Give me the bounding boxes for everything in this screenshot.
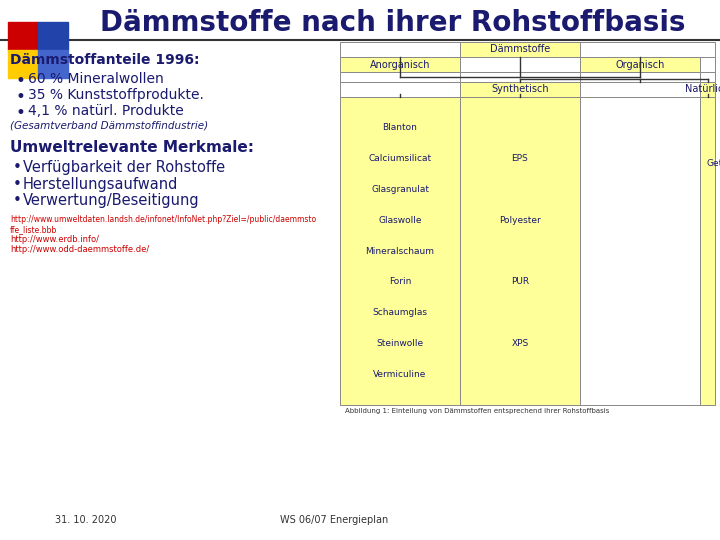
Text: 31. 10. 2020: 31. 10. 2020: [55, 515, 117, 525]
Bar: [580, 97, 700, 405]
Text: Blanton: Blanton: [382, 123, 418, 132]
Text: PUR: PUR: [511, 278, 529, 286]
Text: Glaswolle: Glaswolle: [378, 215, 422, 225]
Text: Mineralschaum: Mineralschaum: [366, 246, 434, 255]
Bar: [340, 97, 460, 405]
Text: 35 % Kunststoffprodukte.: 35 % Kunststoffprodukte.: [28, 88, 204, 102]
Text: •: •: [15, 104, 25, 122]
Bar: [700, 57, 715, 72]
Text: http://www.erdb.info/: http://www.erdb.info/: [10, 235, 99, 244]
Text: Vermiculine: Vermiculine: [373, 370, 427, 379]
Text: Calciumsilicat: Calciumsilicat: [369, 154, 431, 163]
Text: EPS: EPS: [512, 154, 528, 163]
Text: Natürlich: Natürlich: [685, 84, 720, 94]
Text: •: •: [15, 88, 25, 106]
Bar: [340, 57, 460, 72]
Text: XPS: XPS: [511, 339, 528, 348]
Bar: [700, 97, 715, 405]
Text: Verwertung/Beseitigung: Verwertung/Beseitigung: [23, 193, 199, 208]
Text: Dämmstoffe: Dämmstoffe: [490, 44, 550, 55]
Bar: [460, 72, 580, 82]
Text: Herstellungsaufwand: Herstellungsaufwand: [23, 177, 179, 192]
Text: http://www.umweltdaten.landsh.de/infonet/InfoNet.php?Ziel=/public/daemmsto
ffe_l: http://www.umweltdaten.landsh.de/infonet…: [10, 215, 316, 234]
Bar: [460, 42, 580, 57]
Bar: [580, 42, 715, 57]
Text: WS 06/07 Energieplan: WS 06/07 Energieplan: [280, 515, 388, 525]
Bar: [340, 72, 460, 82]
Bar: [580, 57, 700, 72]
Text: Abbildung 1: Einteilung von Dämmstoffen entsprechend ihrer Rohstoffbasis: Abbildung 1: Einteilung von Dämmstoffen …: [345, 408, 609, 414]
Text: Synthetisch: Synthetisch: [491, 84, 549, 94]
Text: Forin: Forin: [389, 278, 411, 286]
Bar: [460, 57, 580, 72]
Bar: [8, 50, 38, 78]
Text: Polyester: Polyester: [499, 215, 541, 225]
Bar: [38, 50, 68, 78]
Text: Schaumglas: Schaumglas: [372, 308, 428, 317]
Text: Umweltrelevante Merkmale:: Umweltrelevante Merkmale:: [10, 140, 254, 155]
Text: Getreidegranulat: Getreidegranulat: [706, 159, 720, 167]
Text: Dämmstoffanteile 1996:: Dämmstoffanteile 1996:: [10, 53, 199, 67]
Bar: [700, 82, 715, 97]
Bar: [580, 72, 700, 82]
Text: Steinwolle: Steinwolle: [377, 339, 423, 348]
Text: http://www.odd-daemmstoffe.de/: http://www.odd-daemmstoffe.de/: [10, 245, 149, 254]
Text: 4,1 % natürl. Produkte: 4,1 % natürl. Produkte: [28, 104, 184, 118]
Bar: [700, 72, 715, 82]
Bar: [8, 22, 38, 50]
Bar: [580, 82, 700, 97]
Text: 60 % Mineralwollen: 60 % Mineralwollen: [28, 72, 163, 86]
Text: •: •: [13, 160, 22, 175]
Text: Verfügbarkeit der Rohstoffe: Verfügbarkeit der Rohstoffe: [23, 160, 225, 175]
Bar: [460, 97, 580, 405]
Text: Glasgranulat: Glasgranulat: [371, 185, 429, 194]
Text: •: •: [13, 193, 22, 208]
Bar: [340, 42, 460, 57]
Text: Organisch: Organisch: [616, 59, 665, 70]
Text: •: •: [15, 72, 25, 90]
Text: •: •: [13, 177, 22, 192]
Bar: [460, 82, 580, 97]
Text: Dämmstoffe nach ihrer Rohstoffbasis: Dämmstoffe nach ihrer Rohstoffbasis: [100, 9, 685, 37]
Bar: [38, 22, 68, 50]
Bar: [340, 82, 460, 97]
Text: (Gesamtverband Dämmstoffindustrie): (Gesamtverband Dämmstoffindustrie): [10, 120, 208, 130]
Text: Anorganisch: Anorganisch: [370, 59, 431, 70]
